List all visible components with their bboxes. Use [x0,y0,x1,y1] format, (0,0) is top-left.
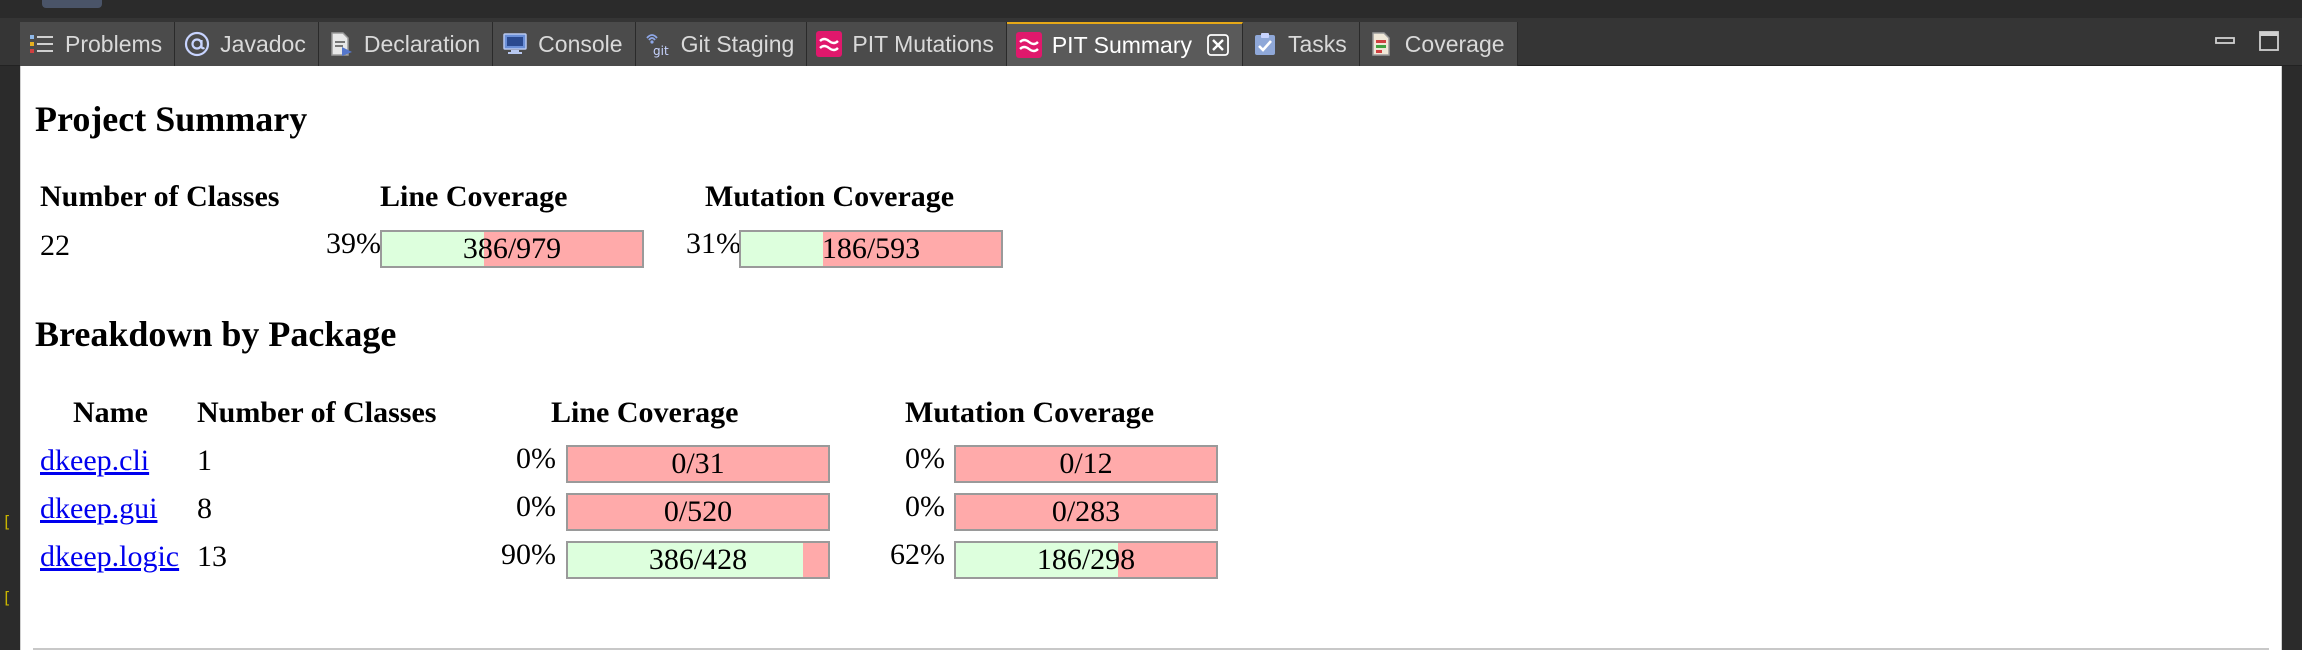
package-link-dkeep-logic[interactable]: dkeep.logic [40,540,180,573]
package-line-coverage-bar: 0/520 [566,493,830,531]
pit-icon [815,30,843,58]
tab-pit-summary[interactable]: PIT Summary [1006,22,1243,66]
tab-pit-mutations[interactable]: PIT Mutations [807,22,1007,66]
tab-declaration[interactable]: Declaration [318,22,494,66]
report-divider [33,648,2269,650]
editor-area-edge [0,0,2302,18]
summary-mutation-coverage-bar: 186/593 [739,230,1003,268]
coverage-ratio: 0/12 [1059,447,1113,480]
covered-fill [956,543,1119,577]
tab-coverage[interactable]: Coverage [1359,22,1518,66]
declaration-icon [327,30,355,58]
pit-icon [1015,31,1043,59]
package-classes-value: 13 [197,540,227,573]
covered-fill [382,232,485,266]
close-icon[interactable] [1206,33,1230,57]
project-summary-heading: Project Summary [35,99,308,139]
tab-label: Git Staging [680,30,795,57]
gutter-marker-icon: [ [2,588,12,607]
at-icon [183,30,211,58]
package-line-coverage-bar: 386/428 [566,541,830,579]
package-line-percent: 0% [516,490,556,523]
left-gutter: [ [ [0,66,20,650]
tab-label: Coverage [1404,30,1505,57]
tab-tasks[interactable]: Tasks [1243,22,1360,66]
editor-scroll-handle [42,0,102,8]
coverage-ratio: 186/593 [821,232,921,265]
summary-header-classes: Number of Classes [40,180,280,213]
tasks-icon [1251,30,1279,58]
tab-label: PIT Mutations [852,30,994,57]
coverage-ratio: 0/520 [663,495,733,528]
package-link-dkeep-gui[interactable]: dkeep.gui [40,492,158,525]
summary-classes-value: 22 [40,229,70,262]
tab-console[interactable]: Console [493,22,636,66]
right-gutter [2282,66,2302,650]
tab-label: PIT Summary [1051,31,1192,58]
breakdown-header-name: Name [73,396,148,429]
package-mutation-coverage-bar: 0/12 [954,445,1218,483]
package-line-percent: 0% [516,442,556,475]
breakdown-header-line-coverage: Line Coverage [551,396,739,429]
covered-fill [568,543,803,577]
summary-line-coverage-bar: 386/979 [380,230,644,268]
package-classes-value: 8 [197,492,212,525]
package-mutation-percent: 0% [905,442,945,475]
tab-label: Javadoc [220,30,306,57]
coverage-icon [1368,30,1396,58]
breakdown-header-classes: Number of Classes [197,396,437,429]
summary-header-line-coverage: Line Coverage [380,180,568,213]
tab-label: Declaration [363,30,481,57]
gutter-marker-icon: [ [2,512,12,531]
tab-label: Tasks [1288,30,1347,57]
package-classes-value: 1 [197,444,212,477]
tab-label: Problems [65,30,163,57]
package-mutation-percent: 62% [890,538,945,571]
pit-summary-report: Project Summary Number of Classes Line C… [20,66,2282,650]
tab-label: Console [538,30,623,57]
console-icon [501,30,529,58]
coverage-ratio: 386/428 [648,543,748,576]
minimize-icon[interactable] [2214,30,2236,52]
view-tab-bar: Problems Javadoc Declarat [0,18,2302,66]
package-mutation-percent: 0% [905,490,945,523]
tab-javadoc[interactable]: Javadoc [175,22,319,66]
package-link-dkeep-cli[interactable]: dkeep.cli [40,444,150,477]
coverage-ratio: 0/283 [1051,495,1121,528]
summary-mutation-percent: 31% [686,227,741,260]
coverage-ratio: 186/298 [1036,543,1136,576]
maximize-icon[interactable] [2258,30,2280,52]
package-mutation-coverage-bar: 0/283 [954,493,1218,531]
covered-fill [741,232,823,266]
package-line-coverage-bar: 0/31 [566,445,830,483]
breakdown-heading: Breakdown by Package [35,314,397,354]
view-window-controls [2214,30,2280,52]
summary-line-percent: 39% [326,227,381,260]
coverage-ratio: 0/31 [671,447,725,480]
package-mutation-coverage-bar: 186/298 [954,541,1218,579]
coverage-ratio: 386/979 [462,232,562,265]
git-icon: git [644,30,672,58]
tab-problems[interactable]: Problems [20,22,176,66]
package-line-percent: 90% [501,538,556,571]
view-tabs: Problems Javadoc Declarat [20,22,1518,66]
breakdown-header-mutation-coverage: Mutation Coverage [905,396,1155,429]
problems-icon [28,30,56,58]
svg-text:git: git [653,44,669,58]
summary-header-mutation-coverage: Mutation Coverage [705,180,955,213]
tab-git-staging[interactable]: git Git Staging [635,22,808,66]
